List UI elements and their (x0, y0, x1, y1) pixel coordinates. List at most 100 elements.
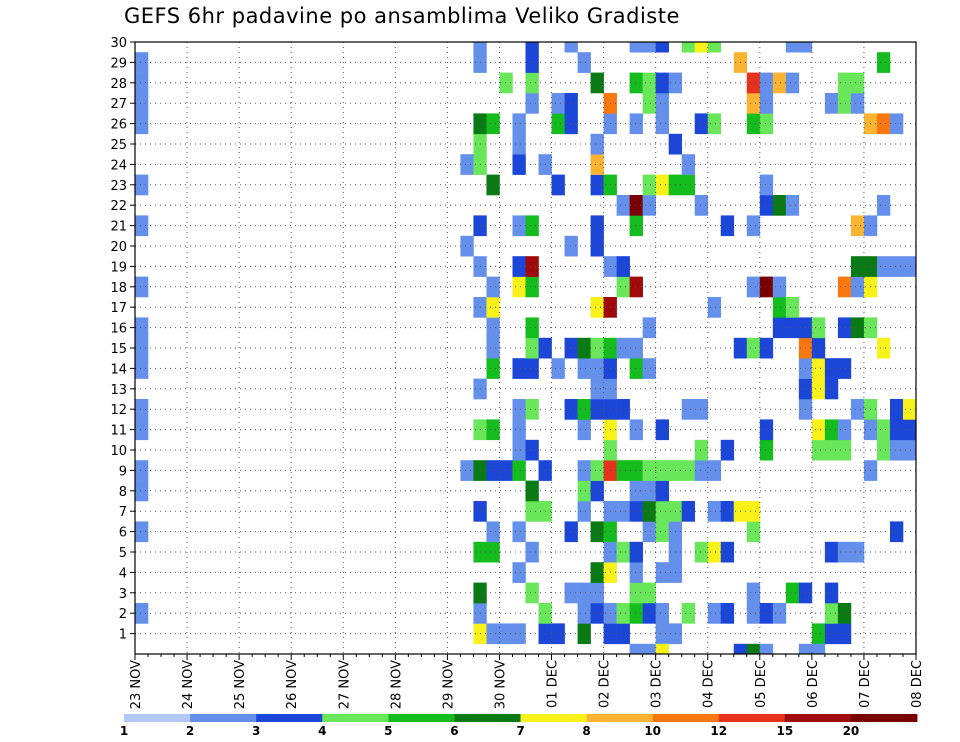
heatmap-cell (785, 582, 800, 604)
heatmap-cell (772, 195, 787, 216)
heatmap-cell (551, 113, 565, 135)
heatmap-cell (785, 297, 800, 318)
heatmap-cell (135, 337, 149, 359)
heatmap-cell (811, 419, 826, 441)
heatmap-cell (629, 582, 643, 604)
heatmap-cell (525, 256, 539, 277)
heatmap-cell (564, 521, 578, 543)
heatmap-cell (681, 154, 696, 175)
y-tick-label: 2 (119, 607, 127, 622)
y-tick-label: 20 (110, 240, 127, 255)
heatmap-cell (577, 52, 591, 73)
heatmap-cell (837, 603, 852, 624)
heatmap-cell (681, 174, 696, 196)
heatmap-cell (655, 643, 669, 655)
heatmap-cell (655, 174, 669, 196)
heatmap-cell (590, 235, 604, 257)
heatmap-cell (707, 603, 722, 624)
heatmap-cell (590, 562, 604, 583)
heatmap-cell (629, 460, 643, 481)
heatmap-cell (460, 154, 474, 175)
heatmap-cell (876, 439, 891, 461)
heatmap-cell (681, 501, 696, 522)
chart-title: GEFS 6hr padavine po ansamblima Veliko G… (124, 4, 680, 28)
heatmap-cell (577, 358, 591, 379)
heatmap-cell (525, 215, 539, 237)
heatmap-cell (746, 521, 761, 543)
heatmap-cell (577, 419, 591, 441)
heatmap-cell (681, 42, 696, 53)
heatmap-cell (746, 643, 761, 655)
heatmap-cell (590, 480, 604, 502)
heatmap-cell (460, 235, 474, 257)
y-tick-label: 23 (110, 179, 127, 194)
y-tick-label: 6 (119, 526, 127, 541)
heatmap-cell (616, 195, 630, 216)
heatmap-cell (590, 297, 604, 318)
x-tick-label: 27 NOV (337, 660, 352, 709)
heatmap-cell (590, 460, 604, 481)
heatmap-cell (837, 93, 852, 114)
heatmap-cell (655, 501, 669, 522)
heatmap-cell (811, 439, 826, 461)
heatmap-cell (525, 337, 539, 359)
heatmap-cell (824, 541, 839, 563)
heatmap-cell (759, 113, 774, 135)
heatmap-cell (707, 42, 722, 53)
heatmap-cell (616, 541, 630, 563)
y-tick-label: 10 (110, 444, 127, 459)
y-tick-label: 14 (110, 362, 127, 377)
heatmap-cell (525, 72, 539, 94)
heatmap-cell (616, 276, 630, 298)
heatmap-cell (590, 582, 604, 604)
heatmap-cell (642, 317, 656, 339)
heatmap-cell (525, 399, 539, 420)
heatmap-cell (824, 623, 839, 645)
heatmap-cell (590, 174, 604, 196)
heatmap-cell (135, 215, 149, 237)
y-tick-label: 12 (110, 403, 127, 418)
legend-label: 15 (776, 724, 793, 738)
y-tick-label: 13 (110, 383, 127, 398)
heatmap-cell (486, 337, 500, 359)
legend-swatch (520, 714, 587, 722)
heatmap-cell (655, 623, 669, 645)
heatmap-cell (642, 643, 656, 655)
heatmap-cell (811, 317, 826, 339)
heatmap-cell (135, 52, 149, 73)
legend-label: 6 (450, 724, 458, 738)
heatmap-cell (525, 317, 539, 339)
heatmap-cell (876, 113, 891, 135)
heatmap-cell (642, 358, 656, 379)
x-tick-label: 07 DEC (858, 660, 873, 708)
legend-label: 7 (516, 724, 524, 738)
heatmap-cell (551, 174, 565, 196)
heatmap-cell (486, 174, 500, 196)
heatmap-cell (720, 603, 735, 624)
heatmap-cell (759, 195, 774, 216)
heatmap-cell (577, 501, 591, 522)
heatmap-cell (772, 72, 787, 94)
heatmap-cell (486, 297, 500, 318)
heatmap-cell (759, 276, 774, 298)
heatmap-cell (655, 113, 669, 135)
heatmap-cell (564, 235, 578, 257)
y-tick-label: 25 (110, 138, 127, 153)
x-tick-label: 24 NOV (181, 660, 196, 709)
y-tick-label: 26 (110, 118, 127, 133)
heatmap-cell (759, 337, 774, 359)
y-tick-label: 18 (110, 281, 127, 296)
heatmap-cell (512, 623, 526, 645)
heatmap-cell (642, 501, 656, 522)
heatmap-cell (785, 195, 800, 216)
heatmap-cell (616, 501, 630, 522)
y-tick-label: 29 (110, 56, 127, 71)
legend-label: 4 (318, 724, 326, 738)
heatmap-cell (837, 541, 852, 563)
heatmap-cell (629, 276, 643, 298)
heatmap-cell (629, 541, 643, 563)
heatmap-cell (759, 603, 774, 624)
heatmap-cell (512, 399, 526, 420)
heatmap-cell (746, 337, 761, 359)
